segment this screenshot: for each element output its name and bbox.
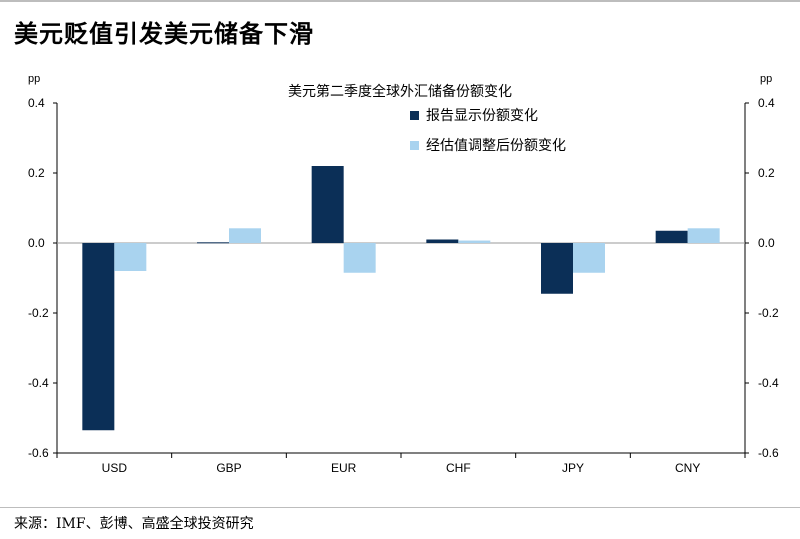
xtick-label: EUR — [331, 461, 357, 475]
bar-reported-jpy — [541, 243, 573, 294]
left-ytick-label: 0.2 — [28, 166, 45, 180]
left-ytick-label: -0.6 — [28, 446, 49, 460]
right-ytick-label: 0.4 — [758, 96, 775, 110]
right-ytick-label: 0.2 — [758, 166, 775, 180]
right-ytick-label: -0.6 — [758, 446, 779, 460]
bar-reported-chf — [426, 239, 459, 243]
xtick-label: CNY — [675, 461, 700, 475]
xtick-label: CHF — [446, 461, 471, 475]
right-axis-unit: pp — [760, 73, 772, 85]
bar-chart: 美元第二季度全球外汇储备份额变化 pp pp 0.4 0.4 0.2 0.2 0.0 0.… — [28, 73, 779, 475]
bar-adjusted-chf — [458, 240, 491, 243]
bar-reported-usd — [82, 243, 115, 431]
right-ytick-label: 0.0 — [758, 236, 775, 250]
bar-reported-cny — [655, 230, 688, 243]
xtick-label: JPY — [562, 461, 584, 475]
xtick-label: USD — [102, 461, 128, 475]
xtick-label: GBP — [216, 461, 241, 475]
bar-adjusted-cny — [687, 228, 720, 243]
left-ytick-label: -0.4 — [28, 376, 49, 390]
legend-label: 经估值调整后份额变化 — [426, 138, 566, 154]
bar-adjusted-jpy — [573, 243, 605, 273]
legend-swatch — [410, 111, 419, 120]
right-ytick-label: -0.2 — [758, 306, 779, 320]
bar-adjusted-eur — [343, 243, 376, 273]
bar-adjusted-usd — [114, 243, 147, 271]
right-ytick-label: -0.4 — [758, 376, 779, 390]
top-rule — [0, 0, 800, 2]
chart-title: 美元第二季度全球外汇储备份额变化 — [288, 83, 512, 100]
bar-reported-eur — [311, 166, 344, 243]
bottom-rule — [0, 507, 800, 508]
page-title: 美元贬值引发美元储备下滑 — [14, 19, 314, 48]
left-ytick-label: 0.4 — [28, 96, 45, 110]
legend-label: 报告显示份额变化 — [426, 108, 538, 124]
bar-reported-gbp — [197, 242, 229, 244]
legend-swatch — [410, 141, 419, 150]
left-ytick-label: 0.0 — [28, 236, 45, 250]
left-axis-unit: pp — [28, 73, 40, 85]
left-ytick-label: -0.2 — [28, 306, 49, 320]
source-note: 来源：IMF、彭博、高盛全球投资研究 — [14, 516, 254, 532]
bar-adjusted-gbp — [229, 228, 261, 243]
